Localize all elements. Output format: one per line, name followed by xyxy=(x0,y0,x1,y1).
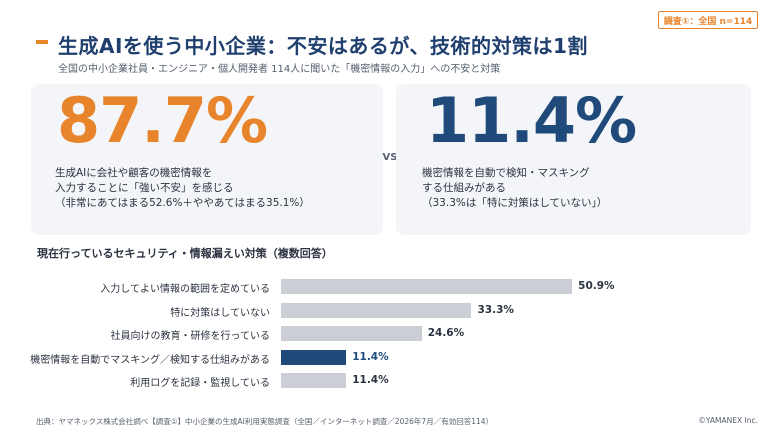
title-accent-bar xyxy=(36,40,48,44)
bar xyxy=(281,373,347,388)
survey-badge: 調査①：全国 n=114 xyxy=(658,11,758,29)
bar-category-label: 入力してよい情報の範囲を定めている xyxy=(100,284,270,295)
stat-card-anxiety: 87.7% 生成AIに会社や顧客の機密情報を 入力することに「強い不安」を感じる… xyxy=(31,84,383,235)
stat-description-masking: 機密情報を自動で検知・マスキング する仕組みがある （33.3%は「特に対策はし… xyxy=(422,166,607,211)
copyright: ©YAMANEX Inc. xyxy=(698,416,758,425)
stat-description-line: する仕組みがある xyxy=(422,182,506,194)
stat-value-anxiety: 87.7% xyxy=(57,84,268,157)
source-note: 出典：ヤマネックス株式会社調べ【調査①】中小企業の生成AI利用実態調査（全国／イ… xyxy=(36,417,494,426)
chart-title: 現在行っているセキュリティ・情報漏えい対策（複数回答） xyxy=(37,247,333,260)
stat-description-line: （33.3%は「特に対策はしていない」） xyxy=(422,197,608,209)
bar-value-label: 50.9% xyxy=(578,280,615,292)
bar-category-label: 利用ログを記録・監視している xyxy=(130,378,270,389)
bar xyxy=(281,302,472,318)
bar xyxy=(281,279,573,294)
bar xyxy=(281,349,347,365)
stat-value-masking: 11.4% xyxy=(426,84,637,157)
bar-category-label: 特に対策はしていない xyxy=(170,307,270,319)
bar-category-label: 機密情報を自動でマスキング／検知する仕組みがある xyxy=(30,354,270,366)
page-subtitle: 全国の中小企業社員・エンジニア・個人開発者 114人に聞いた「機密情報の入力」へ… xyxy=(58,64,501,75)
stat-card-masking: 11.4% 機密情報を自動で検知・マスキング する仕組みがある （33.3%は「… xyxy=(396,84,751,235)
stat-description-line: 入力することに「強い不安」を感じる xyxy=(55,182,234,194)
stat-description-line: （非常にあてはまる52.6%＋ややあてはまる35.1%） xyxy=(55,197,310,209)
stat-description-line: 生成AIに会社や顧客の機密情報を xyxy=(55,167,213,179)
bar-value-label: 33.3% xyxy=(477,303,514,316)
bar-value-label: 11.4% xyxy=(352,350,389,363)
bar-value-label: 24.6% xyxy=(427,327,465,339)
stat-description-line: 機密情報を自動で検知・マスキング xyxy=(422,167,590,179)
bar xyxy=(281,326,422,341)
page-title: 生成AIを使う中小企業：不安はあるが、技術的対策は1割 xyxy=(58,34,588,58)
vs-label: VS xyxy=(382,152,398,163)
bar-value-label: 11.4% xyxy=(352,374,389,386)
bar-category-label: 社員向けの教育・研修を行っている xyxy=(110,331,271,342)
stat-description-anxiety: 生成AIに会社や顧客の機密情報を 入力することに「強い不安」を感じる （非常にあ… xyxy=(55,166,310,211)
